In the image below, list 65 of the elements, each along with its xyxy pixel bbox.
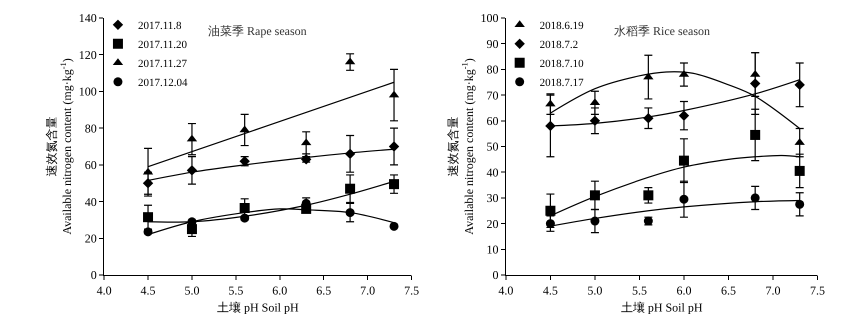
y-tick-label: 40	[84, 194, 97, 209]
y-tick-label: 100	[78, 84, 97, 99]
x-tick-label: 5.5	[228, 283, 244, 298]
x-tick-label: 6.5	[316, 283, 332, 298]
legend-label: 2017.11.27	[138, 58, 188, 70]
point	[750, 78, 760, 89]
y-tick-label: 0	[90, 268, 97, 282]
point	[388, 141, 400, 152]
point	[345, 184, 356, 194]
y-tick-label: 40	[486, 165, 498, 180]
text: 水稻季 Rice season	[614, 24, 710, 38]
legend-label: 2018.7.17	[540, 77, 584, 90]
x-tick-label: 4.5	[542, 283, 558, 298]
x-tick-label: 5.5	[632, 283, 647, 298]
x-tick-label: 7.0	[360, 283, 376, 298]
point	[750, 130, 760, 140]
y-tick-label: 100	[480, 11, 498, 26]
x-tick-label: 4.5	[140, 283, 156, 298]
point	[545, 206, 556, 216]
x-tick-label: 7.5	[810, 283, 825, 298]
point	[240, 203, 250, 213]
x-tick-label: 5.0	[184, 283, 200, 298]
point	[390, 222, 399, 231]
legend-label: 2018.6.19	[540, 20, 584, 32]
point	[679, 194, 688, 204]
x-tick-label: 4.0	[96, 283, 112, 298]
y-tick-label: 80	[486, 62, 498, 77]
point	[750, 193, 760, 202]
point	[794, 166, 805, 176]
y-tick-label: 20	[84, 231, 97, 246]
y-tick-label: 30	[486, 191, 498, 206]
text: 油菜季 Rape season	[208, 24, 307, 38]
legend-label: 2018.7.2	[540, 39, 578, 52]
y-tick-label: 90	[486, 36, 498, 51]
x-tick-label: 6.0	[272, 283, 288, 298]
legend-label: 2018.7.10	[540, 58, 584, 70]
legend-label: 2017.12.04	[138, 77, 188, 90]
y-tick-label: 120	[78, 48, 97, 62]
x-axis-title: 土壤 pH Soil pH	[217, 300, 300, 314]
x-tick-label: 7.0	[765, 283, 780, 298]
x-tick-label: 6.0	[676, 283, 692, 298]
y-tick-label: 60	[486, 114, 498, 128]
y-tick-label: 140	[78, 11, 97, 26]
point	[389, 179, 400, 190]
x-tick-label: 5.0	[587, 283, 602, 298]
point	[795, 200, 804, 209]
legend-label: 2017.11.8	[138, 20, 182, 32]
y-tick-label: 0	[492, 268, 498, 282]
point	[643, 190, 654, 200]
x-tick-label: 6.5	[720, 283, 736, 298]
x-axis-title: 土壤 pH Soil pH	[620, 300, 703, 314]
y-tick-label: 10	[486, 242, 498, 256]
y-tick-label: 20	[486, 216, 498, 231]
point	[794, 80, 805, 90]
point	[678, 110, 690, 121]
y-tick-label: 80	[84, 121, 97, 136]
x-tick-label: 7.5	[404, 283, 420, 298]
point	[545, 120, 556, 132]
x-tick-label: 4.0	[498, 283, 514, 298]
point	[143, 212, 154, 222]
y-tick-label: 60	[84, 158, 97, 172]
legend-label: 2017.11.20	[138, 39, 188, 52]
y-tick-label: 70	[486, 88, 498, 102]
y-tick-label: 50	[486, 140, 498, 154]
point	[678, 156, 689, 166]
